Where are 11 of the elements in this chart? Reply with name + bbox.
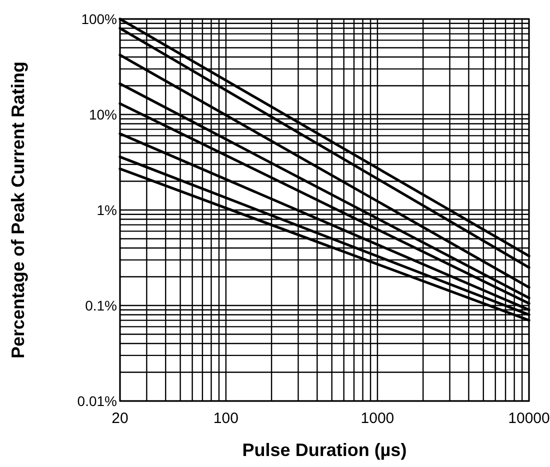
y-axis-title: Percentage of Peak Current Rating xyxy=(8,61,28,359)
y-tick-label: 0.01% xyxy=(77,393,117,409)
y-tick-label: 1% xyxy=(96,202,117,218)
y-tick-label: 0.1% xyxy=(85,298,117,314)
x-tick-label: 1000 xyxy=(360,410,394,427)
x-tick-label: 20 xyxy=(112,410,128,427)
y-tick-label: 100% xyxy=(81,11,117,27)
x-tick-label: 10000 xyxy=(508,410,550,427)
x-axis-title: Pulse Duration (µs) xyxy=(242,440,407,460)
y-tick-label: 10% xyxy=(88,106,117,122)
x-tick-label: 100 xyxy=(213,410,238,427)
